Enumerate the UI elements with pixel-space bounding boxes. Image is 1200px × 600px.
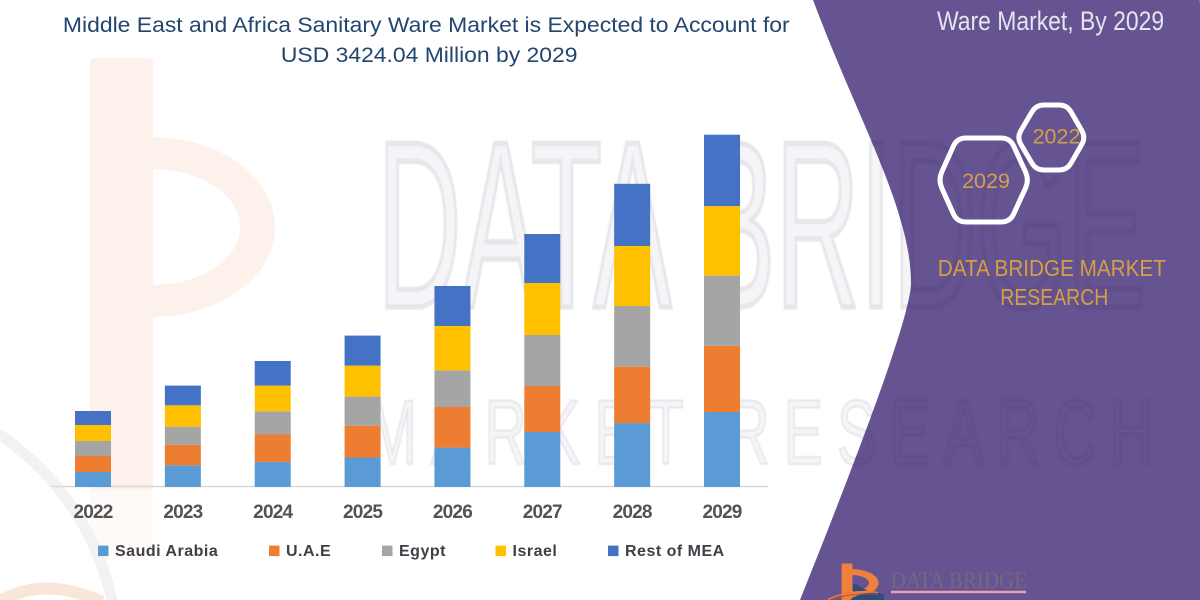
svg-text:Saudi Arabia: Saudi Arabia (115, 543, 218, 560)
svg-text:Middle East and Africa Sanitar: Middle East and Africa Sanitary Ware Mar… (63, 13, 790, 37)
svg-text:Israel: Israel (513, 543, 558, 560)
svg-text:2029: 2029 (962, 169, 1010, 193)
svg-text:2022: 2022 (1033, 125, 1081, 149)
svg-text:Ware Market, By 2029: Ware Market, By 2029 (937, 6, 1164, 36)
svg-text:2024: 2024 (253, 502, 293, 523)
svg-text:2023: 2023 (163, 502, 202, 523)
svg-text:2022: 2022 (73, 502, 112, 523)
svg-text:DATA BRIDGE MARKET: DATA BRIDGE MARKET (938, 255, 1166, 281)
svg-text:Rest of MEA: Rest of MEA (625, 543, 725, 560)
svg-text:Middle East and Africa Sanitar: Middle East and Africa Sanitary (892, 0, 1200, 3)
svg-text:RESEARCH: RESEARCH (1000, 284, 1108, 310)
svg-text:2029: 2029 (702, 502, 741, 523)
svg-text:Egypt: Egypt (399, 543, 446, 560)
svg-text:MARKET RESEARCH: MARKET RESEARCH (892, 597, 1047, 600)
svg-text:U.A.E: U.A.E (286, 543, 331, 560)
svg-text:2027: 2027 (523, 502, 562, 523)
svg-text:2028: 2028 (613, 502, 652, 523)
svg-text:DATA BRIDGE: DATA BRIDGE (891, 567, 1027, 593)
svg-text:2025: 2025 (343, 502, 383, 523)
svg-text:USD 3424.04 Million by 2029: USD 3424.04 Million by 2029 (281, 43, 578, 67)
svg-text:2026: 2026 (433, 502, 472, 523)
